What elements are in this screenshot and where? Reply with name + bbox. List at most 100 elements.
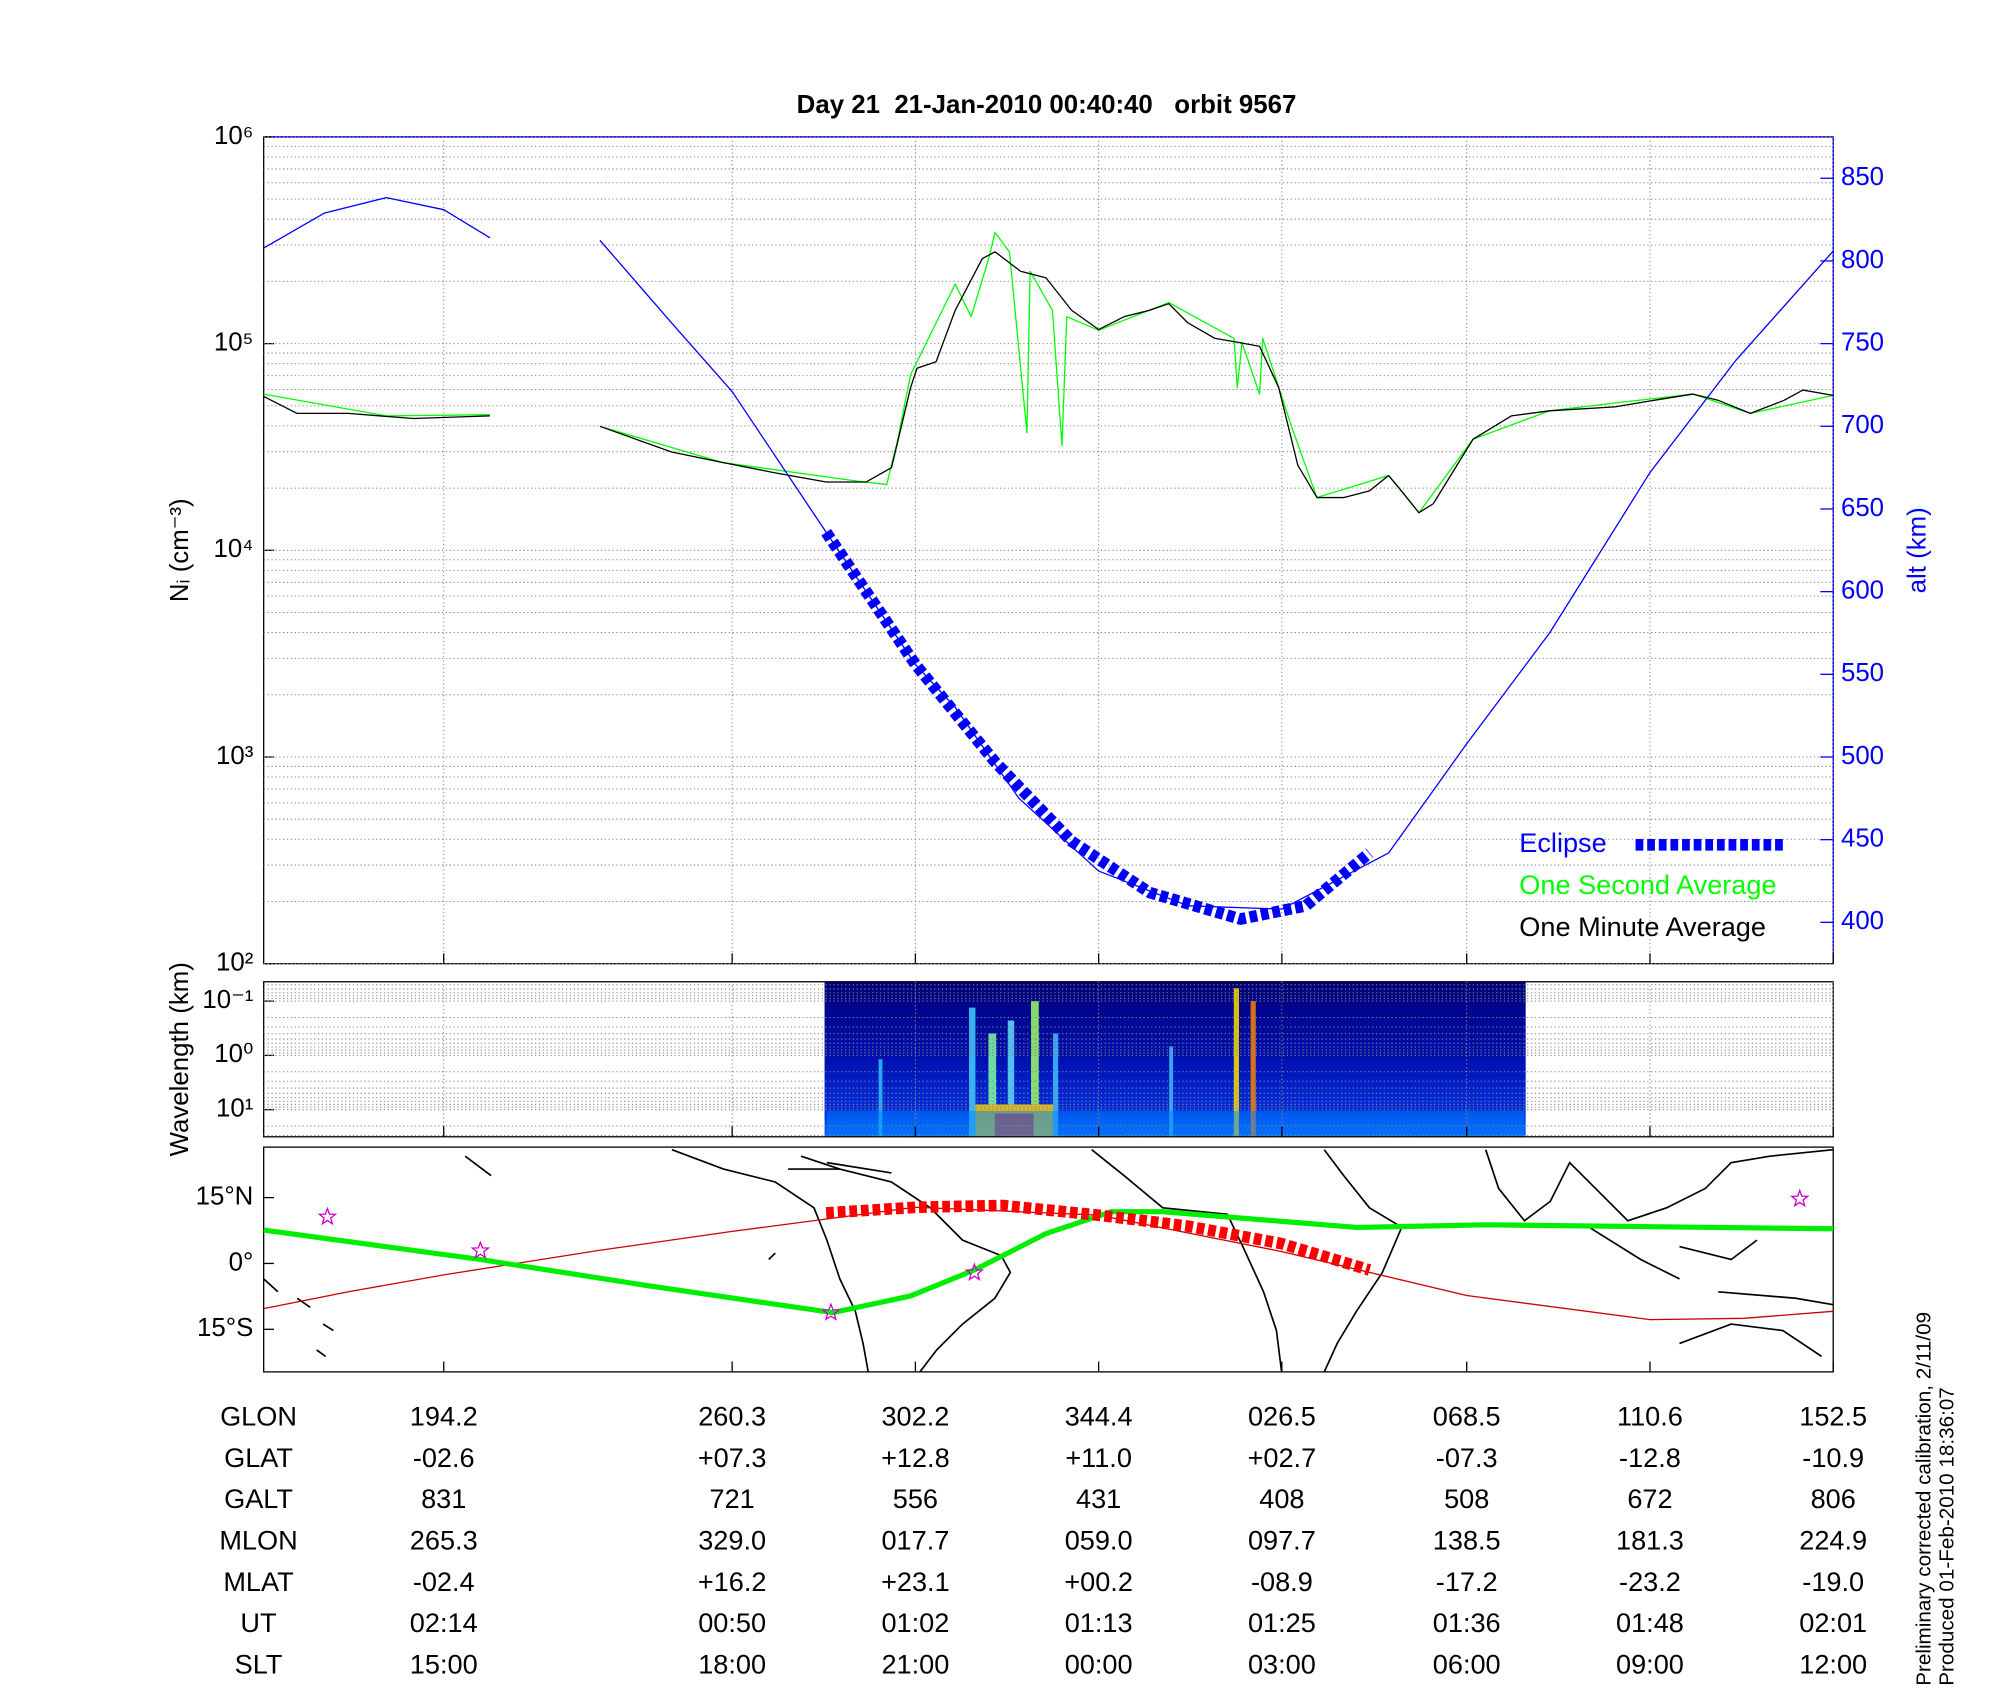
table-cell: 01:48 xyxy=(1616,1607,1684,1638)
table-cell: 260.3 xyxy=(698,1401,766,1432)
table-cell: 556 xyxy=(893,1483,938,1514)
data-line xyxy=(821,529,1374,925)
legend-label: One Minute Average xyxy=(1519,911,1766,942)
table-cell: 12:00 xyxy=(1799,1649,1867,1680)
legend-label: One Second Average xyxy=(1519,869,1776,900)
y-tick-label: 10¹ xyxy=(216,1094,254,1122)
table-cell: 672 xyxy=(1627,1483,1672,1514)
y2-tick-label: 600 xyxy=(1841,576,1884,604)
table-cell: 01:36 xyxy=(1433,1607,1501,1638)
y2-tick-label: 450 xyxy=(1841,824,1884,852)
table-cell: 152.5 xyxy=(1799,1401,1867,1432)
table-cell: 00:00 xyxy=(1065,1649,1133,1680)
y2-tick-label: 800 xyxy=(1841,246,1884,274)
y-tick-label: 10⁶ xyxy=(214,122,253,150)
table-cell: -17.2 xyxy=(1436,1566,1498,1597)
row-label: GALT xyxy=(224,1483,293,1514)
marker-star xyxy=(821,1302,841,1321)
y-tick-label: 10⁵ xyxy=(214,328,253,356)
coastline xyxy=(671,1148,870,1373)
row-label: MLAT xyxy=(223,1566,293,1597)
data-line xyxy=(263,1209,1834,1316)
coastline xyxy=(1484,1148,1834,1222)
table-cell: -07.3 xyxy=(1436,1442,1498,1473)
table-cell: -12.8 xyxy=(1619,1442,1681,1473)
series-layer xyxy=(263,196,1834,925)
spectrogram-layer xyxy=(824,981,1526,1137)
table-cell: 059.0 xyxy=(1065,1525,1133,1556)
coastline xyxy=(1323,1149,1403,1373)
table-cell: -23.2 xyxy=(1619,1566,1681,1597)
table-cell: 01:13 xyxy=(1065,1607,1133,1638)
table-cell: 329.0 xyxy=(698,1525,766,1556)
y2-tick-label: 750 xyxy=(1841,328,1884,356)
table-cell: 15:00 xyxy=(410,1649,478,1680)
table-cell: 721 xyxy=(710,1483,755,1514)
coastline xyxy=(800,1155,892,1174)
table-cell: +02.7 xyxy=(1248,1442,1317,1473)
table-cell: 508 xyxy=(1444,1483,1489,1514)
table-cell: 302.2 xyxy=(881,1401,949,1432)
streak xyxy=(1031,1001,1039,1137)
table-cell: 138.5 xyxy=(1433,1525,1501,1556)
y2-tick-label: 850 xyxy=(1841,163,1884,191)
table-cell: 194.2 xyxy=(410,1401,478,1432)
streak xyxy=(988,1033,997,1137)
table-cell: 01:02 xyxy=(881,1607,949,1638)
table-cell: 344.4 xyxy=(1065,1401,1133,1432)
table-cell: 06:00 xyxy=(1433,1649,1501,1680)
table-cell: -02.6 xyxy=(413,1442,475,1473)
chart-title: Day 21 21-Jan-2010 00:40:40 orbit 9567 xyxy=(797,91,1297,119)
table-cell: 00:50 xyxy=(698,1607,766,1638)
table-cell: 224.9 xyxy=(1799,1525,1867,1556)
table-cell: -02.4 xyxy=(413,1566,475,1597)
table-cell: -08.9 xyxy=(1251,1566,1313,1597)
table-cell: 03:00 xyxy=(1248,1649,1316,1680)
streak xyxy=(1052,1033,1059,1137)
marker-star xyxy=(317,1206,338,1226)
row-label: UT xyxy=(240,1607,276,1638)
table-cell: 18:00 xyxy=(698,1649,766,1680)
streak xyxy=(826,1110,1525,1137)
table-cell: 09:00 xyxy=(1616,1649,1684,1680)
table-cell: 806 xyxy=(1811,1483,1856,1514)
table-cell: 02:01 xyxy=(1799,1607,1867,1638)
table-cell: 017.7 xyxy=(881,1525,949,1556)
coastline xyxy=(263,1155,776,1358)
y2-tick-label: 550 xyxy=(1841,659,1884,687)
spectrogram xyxy=(824,981,1526,1137)
y2-tick-label: 400 xyxy=(1841,907,1884,935)
table-cell: +16.2 xyxy=(698,1566,767,1597)
row-label: GLON xyxy=(220,1401,297,1432)
table-cell: +23.1 xyxy=(881,1566,950,1597)
y-tick-label: 10² xyxy=(216,949,254,977)
y-tick-label: 15°S xyxy=(197,1314,253,1342)
streak xyxy=(1169,1046,1174,1137)
footer-note: Preliminary corrected calibration, 2/11/… xyxy=(1912,1312,1935,1686)
table-cell: 408 xyxy=(1259,1483,1304,1514)
streak xyxy=(1007,1020,1015,1137)
y-tick-label: 10³ xyxy=(216,742,254,770)
data-line xyxy=(825,1199,1372,1276)
row-label: SLT xyxy=(235,1649,283,1680)
y-tick-label: 10⁰ xyxy=(214,1040,253,1068)
streak xyxy=(1250,1001,1256,1137)
y-tick-label: 0° xyxy=(229,1248,254,1276)
footer-note: Produced 01-Feb-2010 18:36:07 xyxy=(1936,1387,1959,1686)
table-cell: +11.0 xyxy=(1065,1442,1132,1473)
streak xyxy=(1233,988,1239,1137)
y-axis-label: Wavelength (km) xyxy=(166,962,194,1156)
table-cell: 02:14 xyxy=(410,1607,478,1638)
streak xyxy=(968,1007,976,1137)
table-cell: 110.6 xyxy=(1617,1401,1683,1432)
table-cell: +07.3 xyxy=(698,1442,767,1473)
row-label: MLON xyxy=(219,1525,297,1556)
table-cell: 265.3 xyxy=(410,1525,478,1556)
plot-frame xyxy=(263,1146,1834,1373)
marker-star xyxy=(470,1240,491,1260)
table-cell: 181.3 xyxy=(1616,1525,1684,1556)
coastline xyxy=(1588,1226,1834,1358)
y-axis-label: Nᵢ (cm⁻³) xyxy=(166,498,194,602)
table-cell: -19.0 xyxy=(1802,1566,1864,1597)
